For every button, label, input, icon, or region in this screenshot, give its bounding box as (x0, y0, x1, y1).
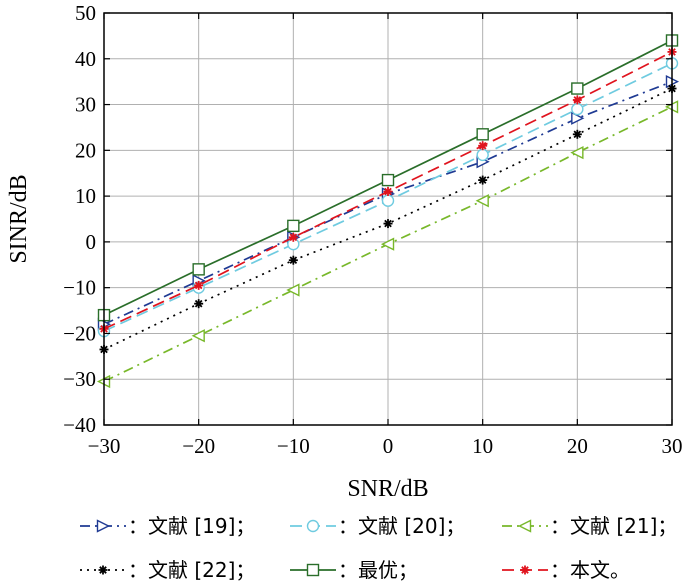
x-tick-label: 0 (383, 434, 394, 458)
legend: ：文献 [19]； ：文献 [20]； ：文献 [21]； ：文献 [22]； ：最优；… (80, 514, 677, 582)
data-point-marker (288, 232, 298, 242)
y-tick-label: 20 (75, 138, 96, 162)
grid (103, 12, 673, 426)
legend-label: ：文献 [21]； (550, 514, 677, 538)
marker-core (291, 235, 296, 240)
data-point-marker (383, 187, 393, 197)
data-point-marker (98, 565, 108, 575)
x-tick-label: −20 (182, 434, 215, 458)
data-point-marker (194, 299, 204, 309)
legend-label: ：文献 [19]； (128, 514, 255, 538)
legend-entry: ：文献 [19]； (80, 514, 255, 538)
marker-core (575, 98, 580, 102)
y-tick-label: −20 (63, 321, 96, 345)
data-point-marker (476, 128, 489, 141)
data-point-marker (475, 194, 489, 208)
marker-core (196, 283, 201, 288)
marker-core (386, 221, 390, 226)
data-point-marker (517, 519, 532, 533)
x-tick-label: 10 (472, 434, 493, 458)
y-tick-label: 50 (75, 1, 96, 25)
data-point-marker (96, 519, 111, 533)
legend-entry: ：文献 [20]； (290, 514, 465, 538)
marker-core (575, 132, 580, 137)
data-point-marker (191, 329, 205, 343)
x-axis-label: SNR/dB (347, 476, 428, 502)
legend-entry: ：文献 [22]； (80, 558, 255, 582)
data-point-marker (286, 283, 300, 297)
marker-core (291, 258, 296, 263)
marker-core (196, 301, 201, 306)
x-tick-label: 30 (662, 434, 683, 458)
y-tick-label: 30 (75, 93, 96, 117)
legend-label: ：本文。 (550, 558, 630, 582)
y-tick-label: −30 (63, 367, 96, 391)
data-point-marker (287, 219, 300, 233)
data-point-marker (381, 194, 395, 207)
x-tick-label: 20 (567, 434, 588, 458)
marker-core (523, 568, 527, 572)
legend-label: ：文献 [22]； (128, 558, 255, 582)
legend-label: ：文献 [20]； (338, 514, 465, 538)
data-point-marker (306, 563, 320, 577)
legend-label: ：最优； (338, 558, 418, 582)
y-axis-label: SINR/dB (6, 174, 32, 263)
y-tick-label: −10 (63, 276, 96, 300)
data-point-marker (381, 173, 395, 187)
x-tick-label: −10 (277, 434, 310, 458)
marker-core (480, 143, 485, 148)
legend-entry: ：文献 [21]； (502, 514, 677, 538)
series-3 (96, 100, 679, 389)
y-tick-label: 0 (86, 230, 97, 254)
y-tick-label: 40 (75, 47, 96, 71)
marker-core (386, 189, 390, 194)
data-point-marker (192, 263, 205, 276)
data-point-marker (570, 145, 584, 160)
data-point-marker (476, 148, 489, 162)
y-tick-label: 10 (75, 184, 96, 208)
data-point-marker (194, 280, 204, 290)
data-point-marker (571, 111, 585, 125)
marker-core (101, 568, 105, 572)
data-point-marker (572, 129, 582, 139)
y-tick-label: −40 (63, 413, 96, 437)
data-point-marker (572, 95, 582, 105)
data-point-marker (571, 82, 584, 95)
data-point-marker (383, 219, 393, 229)
data-point-marker (380, 237, 395, 251)
data-point-marker (478, 175, 488, 185)
data-point-marker (306, 519, 320, 533)
data-point-marker (571, 102, 584, 116)
legend-entry: ：本文。 (502, 558, 630, 582)
data-point-marker (478, 141, 488, 151)
data-point-marker (520, 565, 530, 575)
marker-core (480, 178, 485, 182)
data-point-marker (288, 255, 298, 265)
legend-entry: ：最优； (290, 558, 418, 582)
x-tick-label: −30 (88, 434, 121, 458)
